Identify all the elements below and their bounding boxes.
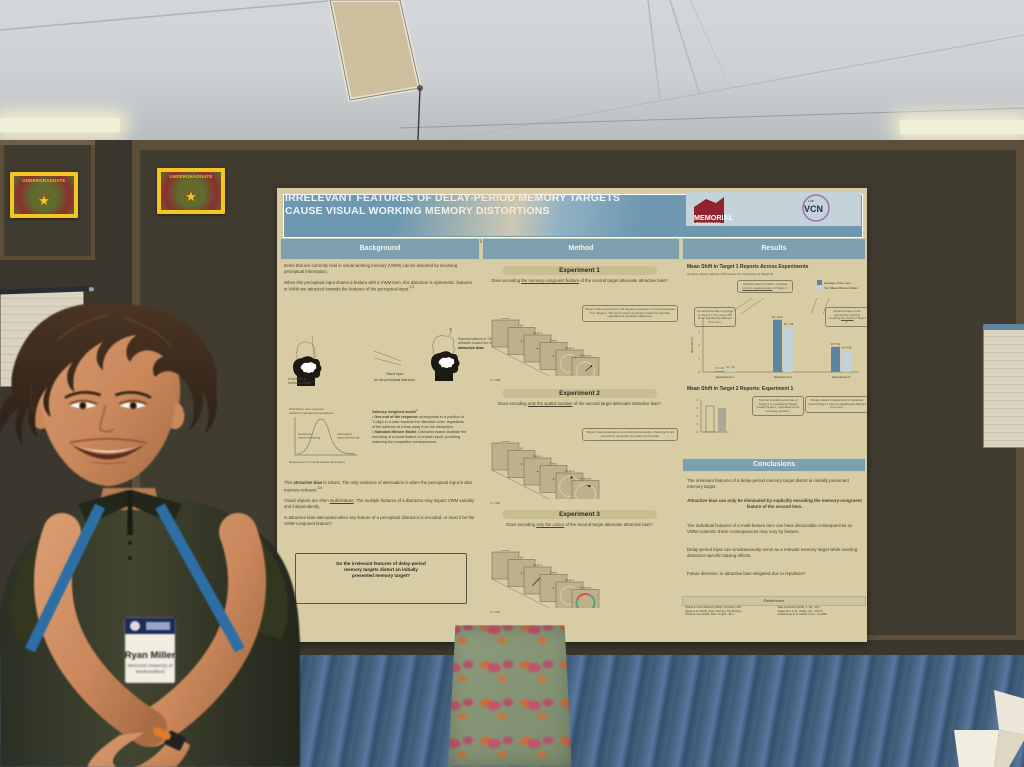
svg-text:Mean Error (°): Mean Error (°): [690, 337, 694, 354]
svg-text:3: 3: [697, 406, 699, 410]
svg-text:M = .05: M = .05: [715, 367, 724, 370]
svg-text:M = 15.64: M = 15.64: [772, 316, 783, 319]
svg-text:ISI: ISI: [520, 324, 523, 328]
svg-text:Newfoundland: Newfoundland: [136, 669, 165, 674]
svg-text:3: 3: [699, 330, 701, 334]
svg-text:4: 4: [697, 398, 699, 402]
svg-text:Experiment 1: Experiment 1: [716, 375, 734, 379]
svg-text:ISI: ISI: [520, 447, 523, 451]
svg-text:M = 7.58: M = 7.58: [784, 323, 794, 326]
svg-text:0: 0: [697, 430, 699, 434]
svg-text:Target 2: Target 2: [565, 578, 575, 582]
svg-text:Target 1: Target 1: [533, 454, 543, 458]
svg-text:UNIVERSITY: UNIVERSITY: [694, 221, 721, 226]
svg-text:2: 2: [697, 414, 699, 418]
svg-text:Target 2: Target 2: [565, 346, 575, 350]
svg-text:misremembering: misremembering: [298, 436, 321, 440]
svg-text:Experiment 3: Experiment 3: [832, 375, 850, 379]
svg-text:Response: Response: [580, 354, 592, 358]
svg-text:2: 2: [699, 343, 701, 347]
svg-text:Delay: Delay: [550, 339, 557, 343]
svg-text:Delay: Delay: [550, 571, 557, 575]
svg-text:Memorial University of: Memorial University of: [128, 663, 173, 668]
svg-text:attractive bias.: attractive bias.: [458, 346, 485, 350]
svg-text:Fixation: Fixation: [501, 550, 511, 552]
svg-text:Target 1: Target 1: [533, 331, 543, 335]
svg-text:M = 5.52: M = 5.52: [831, 343, 841, 346]
svg-text:VCN: VCN: [804, 204, 823, 214]
svg-text:M = 4.88: M = 4.88: [842, 346, 852, 349]
svg-text:Delay: Delay: [550, 462, 557, 466]
svg-text:Response: Response: [580, 586, 592, 590]
svg-text:Target 1: Target 1: [533, 563, 543, 567]
svg-text:1: 1: [697, 422, 699, 426]
svg-text:ISI: ISI: [520, 556, 523, 560]
svg-text:Experiment 2: Experiment 2: [774, 375, 792, 379]
svg-text:M = .10: M = .10: [726, 366, 735, 369]
svg-text:Fixation: Fixation: [501, 318, 511, 320]
svg-text:LAB: LAB: [808, 199, 814, 203]
svg-text:Target 2: Target 2: [565, 469, 575, 473]
svg-text:0: 0: [699, 370, 701, 374]
svg-text:1: 1: [699, 357, 701, 361]
svg-text:Response: Response: [580, 477, 592, 481]
svg-text:misremembering: misremembering: [337, 436, 360, 440]
svg-text:Ryan Miller: Ryan Miller: [125, 650, 176, 661]
svg-text:Fixation: Fixation: [501, 441, 511, 443]
